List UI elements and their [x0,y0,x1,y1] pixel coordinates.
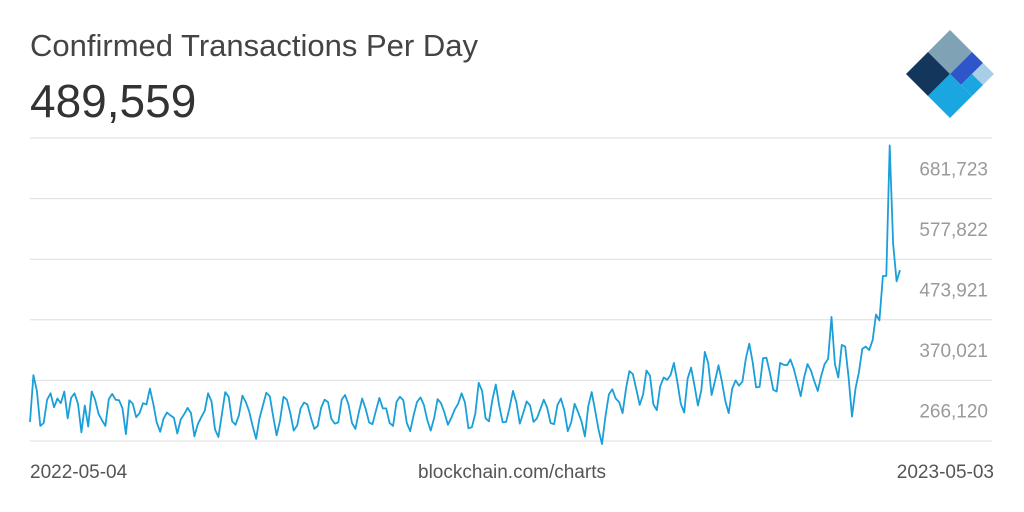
current-value: 489,559 [30,75,197,127]
y-tick-label: 577,822 [919,220,988,241]
grid-lines [30,137,992,442]
y-axis-ticks: 681,723 577,822 473,921 370,021 266,120 [919,159,988,422]
chart-title: Confirmed Transactions Per Day [30,28,478,63]
series-line [29,144,901,445]
source-link[interactable]: blockchain.com/charts [418,462,606,483]
y-tick-label: 370,021 [919,341,988,362]
x-end-label: 2023-05-03 [896,462,994,483]
y-tick-label: 681,723 [919,159,988,180]
y-tick-label: 473,921 [919,281,988,302]
y-tick-label: 266,120 [919,402,988,423]
x-start-label: 2022-05-04 [30,462,128,483]
blockchain-logo-icon [906,30,994,118]
